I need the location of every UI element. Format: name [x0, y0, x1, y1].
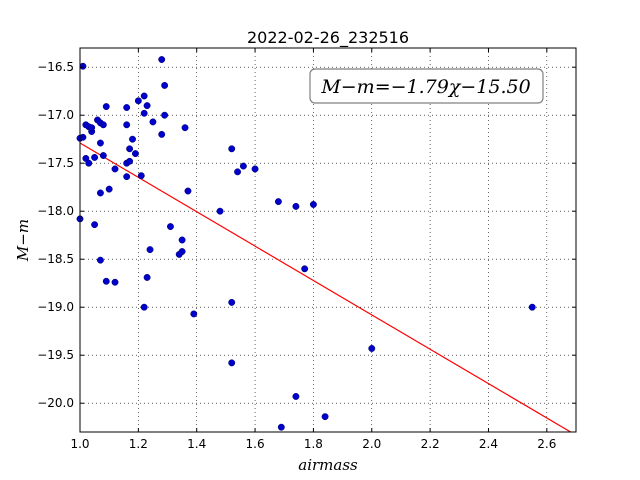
data-point — [99, 152, 107, 159]
x-axis-label: airmass — [298, 456, 358, 474]
data-point — [91, 153, 99, 161]
data-point — [292, 393, 300, 400]
data-point — [140, 92, 148, 100]
y-tick-label: −19.5 — [37, 348, 74, 362]
data-point — [111, 165, 119, 173]
data-point — [181, 124, 189, 132]
data-point — [88, 124, 96, 132]
data-point — [158, 56, 166, 63]
data-point — [277, 423, 285, 431]
x-tick-label: 1.6 — [246, 437, 265, 451]
fit-line — [79, 142, 571, 433]
data-point — [309, 201, 317, 208]
chart-title: 2022-02-26_232516 — [247, 28, 409, 48]
data-point — [105, 185, 113, 193]
data-point — [228, 145, 236, 153]
data-point — [111, 278, 119, 286]
x-tick-labels: 1.0 1.2 1.4 1.6 1.8 2.0 2.2 2.4 2.6 — [70, 437, 556, 451]
plot-area — [80, 48, 576, 432]
data-point — [96, 139, 104, 147]
data-point — [321, 413, 329, 421]
data-point — [143, 273, 151, 281]
data-point — [123, 173, 131, 181]
fit-equation: M−m=−1.79χ−15.50 — [320, 76, 530, 98]
x-tick-label: 2.6 — [537, 437, 556, 451]
data-point — [234, 168, 242, 176]
data-point — [96, 189, 104, 197]
data-point — [228, 359, 236, 367]
data-point — [146, 246, 154, 254]
x-tick-label: 1.8 — [304, 437, 323, 451]
data-point — [91, 221, 99, 229]
data-point — [190, 310, 198, 318]
axis-ticks — [79, 48, 576, 432]
data-point — [137, 172, 145, 180]
y-tick-label: −16.5 — [37, 60, 74, 74]
grid — [79, 48, 576, 432]
data-point — [134, 97, 142, 105]
data-point — [216, 207, 224, 215]
data-point — [126, 145, 134, 153]
plot-frame — [79, 47, 577, 433]
data-point — [178, 236, 186, 244]
data-point — [102, 277, 110, 285]
y-tick-label: −19.0 — [37, 300, 74, 314]
y-tick-label: −20.0 — [37, 396, 74, 410]
data-point — [239, 162, 247, 170]
data-point — [96, 256, 104, 264]
data-point — [140, 109, 148, 117]
equation-box — [309, 68, 544, 104]
x-tick-label: 1.2 — [129, 437, 148, 451]
data-point — [292, 202, 300, 210]
data-point — [301, 265, 309, 273]
data-points — [76, 56, 536, 431]
data-point — [99, 121, 107, 129]
data-point — [161, 111, 169, 119]
x-tick-label: 2.4 — [479, 437, 498, 451]
data-point — [175, 250, 183, 258]
data-point — [228, 298, 236, 306]
data-point — [131, 150, 139, 158]
y-axis-label: M−m — [14, 219, 32, 262]
data-point — [166, 223, 174, 231]
x-tick-label: 1.0 — [70, 437, 89, 451]
data-point — [274, 198, 282, 206]
data-point — [149, 118, 157, 126]
x-tick-label: 2.2 — [421, 437, 440, 451]
data-point — [143, 102, 151, 110]
data-point — [158, 130, 166, 138]
data-point — [368, 345, 376, 352]
data-point — [140, 303, 148, 311]
data-point — [126, 157, 134, 165]
data-point — [251, 165, 259, 173]
data-point — [102, 103, 110, 111]
data-point — [79, 62, 87, 70]
data-point — [85, 159, 93, 167]
fit-line-group — [79, 142, 571, 433]
y-tick-label: −18.5 — [37, 252, 74, 266]
data-point — [184, 187, 192, 195]
y-tick-label: −17.5 — [37, 156, 74, 170]
data-point — [123, 121, 131, 129]
x-tick-label: 1.4 — [187, 437, 206, 451]
y-tick-label: −18.0 — [37, 204, 74, 218]
data-point — [123, 104, 131, 111]
y-tick-label: −17.0 — [37, 108, 74, 122]
x-tick-label: 2.0 — [362, 437, 381, 451]
data-point — [528, 303, 536, 311]
y-tick-labels: −16.5 −17.0 −17.5 −18.0 −18.5 −19.0 −19.5 −20.0 — [37, 60, 74, 410]
data-point — [129, 135, 136, 143]
data-point — [161, 81, 169, 89]
